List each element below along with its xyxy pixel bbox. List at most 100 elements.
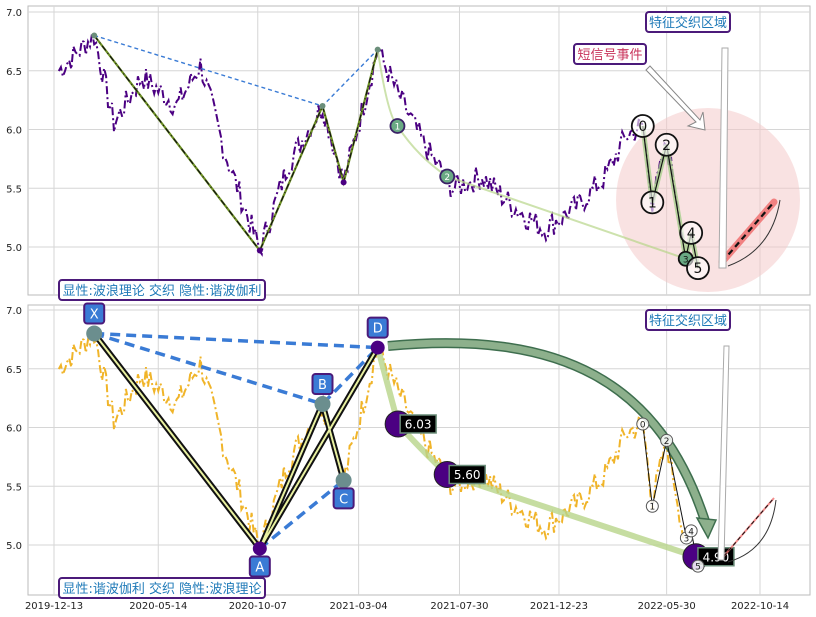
bottom-harmonic-solid [93,332,379,551]
top-wave-circle [630,114,655,138]
top-legend-box [58,279,266,301]
bottom-wave-circle [691,559,705,573]
bottom-harmonic-label-box [332,487,355,510]
bottom-harmonic-label-box [83,302,106,325]
top-marker-label: 2 [444,173,450,183]
bottom-harmonic-dot [335,472,352,489]
top-y-tick-label: 6.0 [6,126,22,137]
top-harmonic-dots [91,32,381,254]
bottom-wave-circle [645,499,659,513]
top-y-tick-label: 5.5 [6,184,22,195]
x-tick-label: 2021-07-30 [430,601,488,612]
bottom-wave-label: 3 [684,534,690,544]
bottom-target-box [448,464,486,485]
bottom-legend-label: 显性:谐波伽利 交织 隐性:波浪理论 [62,581,261,597]
top-wave-label: 3 [683,255,689,265]
top-zone-label-box [645,11,731,33]
x-tick-label: 2021-12-23 [530,601,588,612]
bottom-harmonic-dot [252,541,267,556]
top-price-line [57,32,685,257]
top-wave-label: 0 [638,119,647,135]
bottom-y-tick-label: 7.0 [6,306,22,317]
top-y-tick-label: 7.0 [6,8,22,19]
top-signal-label-box [573,43,647,65]
x-tick-label: 2021-03-04 [330,601,388,612]
top-legend-label: 显性:波浪理论 交织 隐性:谐波伽利 [62,283,261,299]
top-y-ticks: 5.0 5.5 6.0 6.5 7.0 [6,8,22,254]
bottom-legend-box [58,577,266,599]
bottom-harmonic-dot [86,325,103,342]
bottom-y-tick-label: 6.0 [6,424,22,435]
top-y-tick-label: 6.5 [6,67,22,78]
top-wave-label: 4 [687,226,696,242]
top-y-tick-label: 5.0 [6,243,22,254]
bottom-zone-arrow [717,345,730,561]
bottom-harmonic-label-box [248,555,271,578]
bottom-target-label: 4.90 [703,550,730,564]
bottom-harmonic-labels: X A B C D [83,302,389,578]
x-tick-label: 2022-10-14 [731,601,789,612]
top-harmonic-dot [91,32,98,39]
top-harmonic-dot [374,46,381,53]
x-tick-label: 2022-05-30 [638,601,696,612]
bottom-curved-arrow [727,499,777,563]
bottom-y-tick-label: 5.0 [6,541,22,552]
top-marker-group: 12 [389,118,456,185]
x-tick-label: 2019-12-13 [25,601,83,612]
bottom-y-tick-label: 6.5 [6,365,22,376]
bottom-target-box [697,547,735,567]
top-zone-label: 特征交织区域 [649,15,727,31]
bottom-wave-label: 2 [664,437,670,447]
bottom-harmonic-label: D [373,322,383,337]
bottom-harmonic-dot [314,396,331,412]
bottom-harmonic-label-box [311,373,334,395]
bottom-harmonic-dots [86,325,385,556]
top-marker-label: 1 [395,122,401,132]
bottom-harmonic-dot [370,340,385,355]
bottom-wave-circle [660,433,674,447]
bottom-wave-label: 5 [695,563,701,573]
bottom-harmonic-label-box [366,316,389,339]
top-wave-labels: 0 1 2 3 4 5 [630,114,710,281]
top-marker-circle [439,168,456,185]
bottom-y-tick-label: 5.5 [6,482,22,493]
bottom-wave-circle [636,417,650,431]
bottom-target-markers: 6.03 5.60 4.90 [384,410,735,571]
top-signal-arrow [645,65,706,131]
top-marker-circle [389,118,406,134]
bottom-wave-label: 4 [688,527,694,537]
x-tick-label: 2020-05-14 [129,601,187,612]
top-harmonic-dot [340,179,347,186]
bottom-wave-circle [684,524,698,538]
top-signal-label: 短信号事件 [577,48,642,63]
top-wave-circle [654,132,679,157]
bottom-target-label: 5.60 [454,468,481,482]
bottom-rising-arrow-inner [723,497,775,557]
bottom-harmonic-label: B [318,378,327,393]
bottom-zone-label: 特征交织区域 [649,313,727,329]
top-zone-arrow [718,47,729,269]
bottom-x-ticks: 2019-12-13 2020-05-14 2020-10-07 2021-03-04… [25,601,789,612]
bottom-zone-label-box [645,309,731,331]
bottom-target-label: 6.03 [405,417,432,431]
bottom-arc-arrowhead [695,517,718,540]
top-wave-label: 2 [662,138,671,154]
top-wave-label: 1 [648,195,657,211]
bottom-y-ticks: 5.0 5.5 6.0 6.5 7.0 [6,306,22,552]
bottom-target-box [399,414,437,434]
x-tick-label: 2020-10-07 [229,601,287,612]
bottom-arc-arrow-inner [387,339,710,526]
top-wave-circle [640,190,665,215]
bottom-harmonic-label: X [90,308,99,323]
bottom-price-line [57,330,685,555]
top-rising-arrow-inner [721,201,775,263]
top-harmonic-dot [319,103,326,109]
top-harmonic-dot [256,247,263,254]
bottom-wave-labels: 0 1 2 34 5 [636,417,705,573]
bottom-grid [28,305,810,595]
bottom-harmonic-label: A [255,561,264,576]
top-wave-circle [679,220,704,245]
top-curved-arrow [727,199,781,267]
bottom-harmonic-label: C [339,492,348,507]
